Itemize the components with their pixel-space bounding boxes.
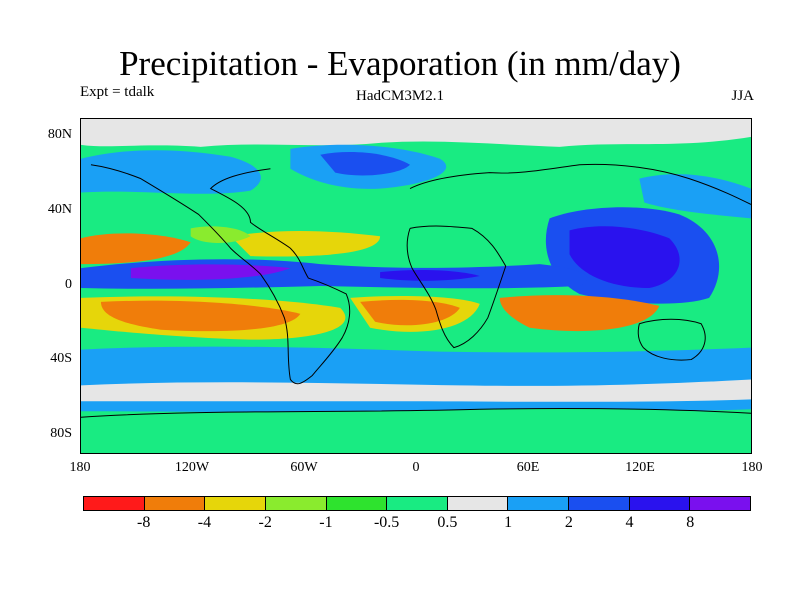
antarctica-coast	[81, 407, 751, 418]
arctic-region	[81, 119, 751, 147]
colorbar-tick-label: -4	[197, 514, 212, 531]
atlantic-subtropical-dry	[230, 231, 381, 257]
y-tick-label-0: 0	[65, 277, 72, 292]
colorbar	[83, 496, 751, 511]
colorbar-tick-label: 4	[625, 514, 634, 531]
gulf-region	[190, 226, 251, 244]
southern-storm-track	[81, 346, 751, 413]
colorbar-segment	[690, 497, 751, 510]
north-atlantic-core	[320, 152, 411, 176]
colorbar-tick-label: -8	[137, 514, 151, 531]
asian-monsoon-core	[569, 226, 680, 288]
coastlines	[81, 163, 751, 418]
itcz-pacific-core	[130, 264, 291, 280]
colorbar-segment	[629, 497, 691, 510]
model-label: HadCM3M2.1	[356, 88, 444, 104]
africa-coast	[406, 225, 507, 349]
x-tick-label-180w: 180	[69, 460, 91, 475]
map-svg	[81, 119, 751, 453]
colorbar-segment	[447, 497, 509, 510]
south-pacific-dry	[100, 300, 301, 332]
colorbar-tick-label: 1	[504, 514, 513, 531]
colorbar-tick-label: -1	[319, 514, 333, 531]
north-pacific-band	[81, 150, 261, 194]
colorbar-tick-label: 0.5	[437, 514, 458, 531]
indian-ocean-dry	[499, 295, 660, 332]
americas-coast	[90, 164, 351, 385]
season-label: JJA	[731, 88, 754, 104]
colorbar-tick-label: -2	[258, 514, 272, 531]
southern-light-band	[81, 379, 751, 402]
itcz-atlantic-core	[380, 270, 480, 281]
colorbar-segment	[205, 497, 266, 510]
x-tick-label-180e: 180	[741, 460, 763, 475]
colorbar-tick-label: -0.5	[373, 514, 400, 531]
y-tick-label-80s: 80S	[50, 426, 72, 441]
y-tick-label-40n: 40N	[47, 202, 72, 217]
x-tick-label-60w: 60W	[290, 460, 318, 475]
colorbar-segment	[569, 497, 630, 510]
nw-pacific-band	[639, 174, 751, 219]
colorbar-segment	[265, 497, 327, 510]
colorbar-tick-label: 8	[686, 514, 695, 531]
x-tick-label-0: 0	[412, 460, 420, 475]
colorbar-segment	[387, 497, 448, 510]
colorbar-tick-label: 2	[564, 514, 573, 531]
x-tick-label-60e: 60E	[516, 460, 540, 475]
chart-title: Precipitation - Evaporation (in mm/day)	[119, 44, 681, 83]
y-tick-label-80n: 80N	[47, 127, 72, 142]
colorbar-segment	[144, 497, 206, 510]
y-tick-label-40s: 40S	[50, 351, 72, 366]
ne-pacific-dry	[81, 233, 191, 265]
colorbar-segment	[508, 497, 570, 510]
colorbar-segment	[326, 497, 388, 510]
australia-coast	[637, 318, 706, 361]
eurasia-coast	[409, 163, 751, 205]
x-tick-label-120e: 120E	[625, 460, 655, 475]
x-tick-label-120w: 120W	[174, 460, 210, 475]
colorbar-segment	[84, 497, 145, 510]
experiment-label: Expt = tdalk	[80, 84, 155, 100]
map-plot	[80, 118, 752, 454]
antarctica-region	[81, 408, 751, 453]
